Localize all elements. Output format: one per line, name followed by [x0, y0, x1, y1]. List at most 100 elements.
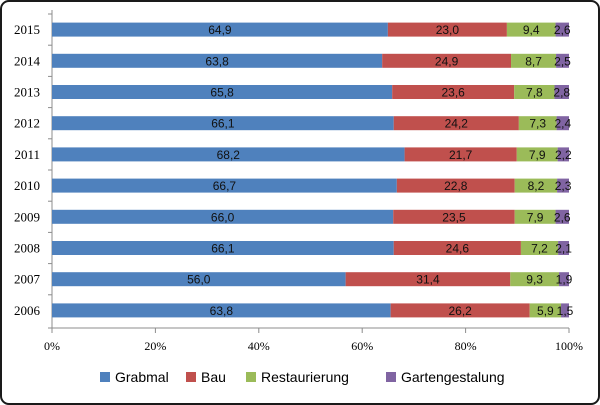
data-label: 66,1: [211, 242, 235, 256]
data-label: 68,2: [217, 148, 241, 162]
bar-segment-grabmal: [52, 85, 393, 99]
data-label: 2,1: [555, 242, 572, 256]
x-tick-label: 20%: [144, 339, 166, 353]
data-label: 7,8: [526, 86, 543, 100]
data-label: 21,7: [449, 148, 473, 162]
legend-label: Grabmal: [115, 369, 169, 385]
legend-swatch-gartengestalung: [386, 372, 396, 382]
data-label: 56,0: [187, 273, 211, 287]
bar-segment-restaurierung: [520, 241, 559, 255]
x-tick-label: 0%: [44, 339, 60, 353]
data-label: 23,6: [442, 86, 466, 100]
bar-segment-restaurierung: [514, 209, 556, 224]
bar-segment-bau: [393, 241, 521, 255]
bar-segment-grabmal: [52, 116, 394, 131]
data-label: 2,2: [555, 148, 572, 162]
bar-segment-restaurierung: [506, 22, 556, 37]
bar-segment-gartengestalung: [555, 22, 569, 37]
bar-segment-restaurierung: [510, 272, 560, 287]
data-label: 2,6: [554, 210, 571, 224]
data-label: 23,0: [436, 23, 460, 37]
data-label: 24,6: [446, 242, 470, 256]
bar-segment-bau: [382, 53, 512, 68]
data-label: 24,9: [435, 54, 459, 68]
data-label: 66,7: [213, 179, 237, 193]
data-label: 8,7: [525, 54, 542, 68]
bar-segment-grabmal: [52, 209, 394, 224]
data-label: 1,9: [556, 273, 573, 287]
category-label: 2009: [14, 209, 40, 224]
data-label: 9,4: [523, 23, 540, 37]
bar-segment-gartengestalung: [561, 303, 569, 318]
bar-segment-grabmal: [52, 53, 383, 68]
bar-segment-grabmal: [52, 303, 391, 318]
category-label: 2014: [14, 53, 41, 68]
data-label: 2,3: [555, 179, 572, 193]
bar-segment-restaurierung: [514, 85, 555, 99]
data-label: 23,5: [442, 210, 466, 224]
category-label: 2010: [14, 178, 40, 193]
x-tick-label: 80%: [455, 339, 477, 353]
data-label: 2,4: [554, 117, 571, 131]
data-label: 63,8: [205, 54, 229, 68]
bar-segment-bau: [390, 303, 530, 318]
data-label: 7,2: [531, 242, 548, 256]
data-label: 7,9: [529, 148, 546, 162]
legend-swatch-restaurierung: [246, 372, 256, 382]
category-label: 2007: [14, 272, 41, 287]
data-label: 2,5: [554, 54, 571, 68]
bar-segment-gartengestalung: [558, 241, 569, 255]
bar-segment-grabmal: [52, 22, 388, 37]
data-label: 24,2: [445, 117, 469, 131]
bar-segment-gartengestalung: [554, 85, 569, 99]
data-label: 9,3: [526, 273, 543, 287]
bar-segment-grabmal: [52, 241, 394, 255]
category-label: 2011: [14, 147, 40, 162]
data-label: 65,8: [210, 86, 234, 100]
bar-segment-gartengestalung: [557, 178, 569, 193]
bar-segment-bau: [345, 272, 511, 287]
bar-segment-gartengestalung: [555, 209, 569, 224]
bar-segment-grabmal: [52, 147, 405, 162]
bar-segment-gartengestalung: [556, 116, 569, 131]
bar-segment-grabmal: [52, 178, 397, 193]
bar-segment-restaurierung: [529, 303, 562, 318]
data-label: 22,8: [444, 179, 468, 193]
bar-segment-bau: [387, 22, 507, 37]
bar-segment-restaurierung: [514, 178, 558, 193]
bar-segment-bau: [393, 209, 515, 224]
bar-segment-restaurierung: [516, 147, 558, 162]
category-label: 2012: [14, 116, 40, 131]
legend-swatch-bau: [186, 372, 196, 382]
data-label: 66,0: [211, 210, 235, 224]
legend-label: Bau: [201, 369, 226, 385]
legend-label: Restaurierung: [261, 369, 349, 385]
data-label: 8,2: [528, 179, 545, 193]
bar-segment-grabmal: [52, 272, 346, 287]
x-tick-label: 100%: [555, 339, 583, 353]
category-label: 2013: [14, 85, 40, 100]
bar-segment-restaurierung: [511, 53, 557, 68]
category-label: 2006: [14, 303, 41, 318]
bar-segment-restaurierung: [518, 116, 557, 131]
data-label: 7,9: [527, 210, 544, 224]
legend-swatch-grabmal: [100, 372, 110, 382]
bar-segment-gartengestalung: [556, 53, 569, 68]
data-label: 64,9: [208, 23, 232, 37]
data-label: 63,8: [210, 304, 234, 318]
category-label: 2008: [14, 241, 40, 256]
bar-segment-gartengestalung: [559, 272, 569, 287]
data-label: 2,6: [554, 23, 571, 37]
data-label: 31,4: [416, 273, 440, 287]
data-label: 66,1: [211, 117, 235, 131]
bar-segment-gartengestalung: [557, 147, 569, 162]
data-label: 1,5: [557, 304, 574, 318]
bar-segment-bau: [393, 116, 519, 131]
data-label: 2,8: [553, 86, 570, 100]
bar-segment-bau: [404, 147, 517, 162]
data-label: 26,2: [449, 304, 473, 318]
bar-segment-bau: [396, 178, 515, 193]
